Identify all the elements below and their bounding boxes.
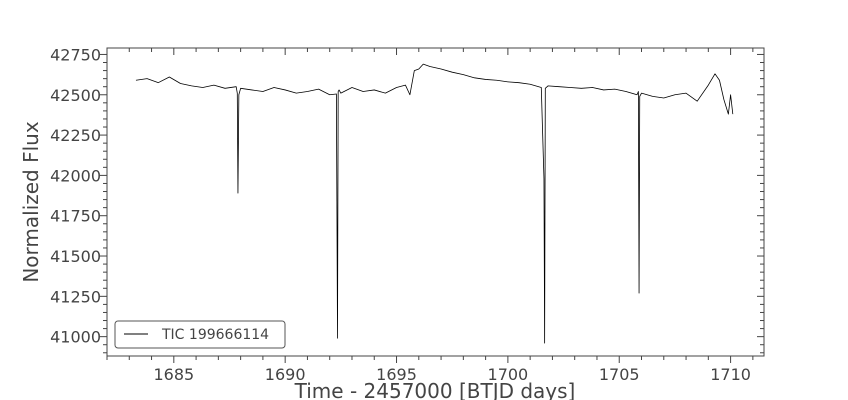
- y-tick-label-2: 41500: [50, 247, 101, 266]
- y-tick-label-5: 42250: [50, 126, 101, 145]
- y-tick-label-7: 42750: [50, 45, 101, 64]
- y-tick-label-3: 41750: [50, 207, 101, 226]
- x-tick-label-5: 1710: [710, 365, 751, 384]
- x-tick-label-0: 1685: [153, 365, 194, 384]
- axis-ticks: [100, 48, 764, 363]
- y-tick-label-1: 41250: [50, 287, 101, 306]
- y-tick-label-0: 41000: [50, 328, 101, 347]
- y-tick-label-6: 42500: [50, 86, 101, 105]
- x-tick-label-3: 1700: [488, 365, 529, 384]
- x-tick-label-4: 1705: [599, 365, 640, 384]
- x-axis-title: Time - 2457000 [BTJD days]: [294, 379, 576, 400]
- y-axis-title: Normalized Flux: [19, 121, 43, 283]
- x-tick-label-2: 1695: [376, 365, 417, 384]
- legend: TIC 199666114: [114, 320, 286, 349]
- x-tick-label-1: 1690: [265, 365, 306, 384]
- tick-labels: 1685 1690 1695 1700 1705 1710 41000 41250 41500 4…: [50, 45, 751, 384]
- plot-area: [106, 47, 765, 357]
- legend-label: TIC 199666114: [161, 327, 269, 343]
- y-tick-label-4: 42000: [50, 166, 101, 185]
- series-line-0: [135, 63, 734, 344]
- series-layer: [135, 63, 734, 344]
- legend-box: [114, 320, 286, 349]
